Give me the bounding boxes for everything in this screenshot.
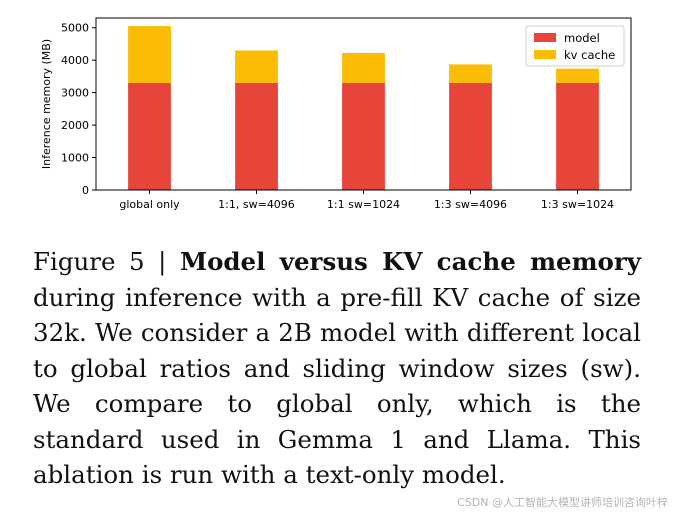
bar-kv-cache-1: [235, 50, 278, 83]
y-tick-label-5000: 5000: [61, 22, 89, 35]
y-axis: 0 1000 2000 3000 4000 5000: [61, 22, 96, 197]
plot-frame: [95, 17, 632, 191]
bar-kv-cache-2: [342, 53, 385, 83]
y-axis-label: Inference memory (MB): [40, 39, 53, 169]
bar-kv-cache-0: [128, 26, 171, 83]
x-tick-label-1: 1:1, sw=4096: [218, 198, 295, 211]
caption-title: Model versus KV cache memory: [179, 247, 641, 276]
legend-swatch-model: [534, 33, 556, 42]
bar-model-4: [556, 82, 599, 190]
stacked-bar-chart: 0 1000 2000 3000 4000 5000 global only 1:1, sw…: [40, 17, 632, 211]
y-tick-label-2000: 2000: [61, 119, 89, 132]
x-axis: global only 1:1, sw=4096 1:1 sw=1024 1:3 sw…: [119, 190, 614, 211]
y-tick-label-3000: 3000: [61, 87, 89, 100]
y-tick-label-4000: 4000: [61, 54, 89, 67]
bar-kv-cache-3: [449, 64, 492, 83]
x-tick-label-2: 1:1 sw=1024: [327, 198, 400, 211]
bars-group: [128, 26, 599, 190]
legend-swatch-kv-cache: [534, 50, 556, 59]
legend: model kv cache: [525, 25, 625, 67]
x-tick-label-3: 1:3 sw=4096: [434, 198, 507, 211]
caption-body: during inference with a pre-fill KV cach…: [33, 282, 641, 490]
legend-label-model: model: [564, 31, 600, 45]
bar-model-0: [128, 82, 171, 190]
y-tick-label-0: 0: [82, 184, 89, 197]
bar-kv-cache-4: [556, 68, 599, 83]
x-tick-label-0: global only: [119, 198, 180, 211]
bar-model-1: [235, 82, 278, 190]
bar-model-2: [342, 82, 385, 190]
figure-caption: Figure 5 | Model versus KV cache memory …: [33, 244, 641, 493]
legend-label-kv-cache: kv cache: [564, 48, 615, 62]
x-tick-label-4: 1:3 sw=1024: [541, 198, 614, 211]
y-tick-label-1000: 1000: [61, 152, 89, 165]
figure-label: Figure 5 |: [33, 247, 167, 276]
bar-model-3: [449, 82, 492, 190]
watermark: CSDN @人工智能大模型讲师培训咨询叶梓: [457, 496, 668, 509]
